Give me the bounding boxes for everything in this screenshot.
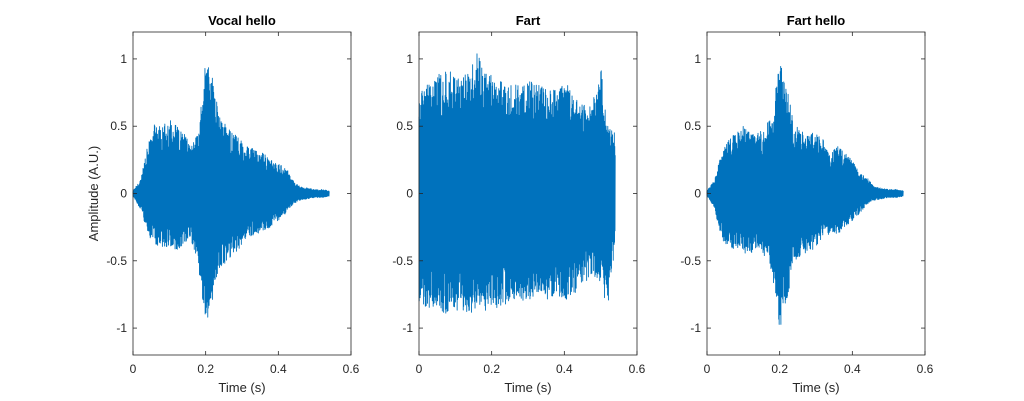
- x-tick-label: 0.4: [844, 362, 861, 376]
- y-tick-label: 1: [406, 52, 413, 66]
- x-tick-label: 0: [704, 362, 711, 376]
- panel-vocal-hello: Vocal hello 0 0.2 0.4 0.6 1 0.5 0 -0.5 -1 Time (…: [86, 13, 360, 395]
- y-tick-label: 0: [694, 187, 701, 201]
- y-tick-label: -1: [116, 321, 127, 335]
- y-tick-label: 1: [694, 52, 701, 66]
- waveform-series: [418, 53, 616, 314]
- plot-area: 0 0.2 0.4 0.6 1 0.5 0 -0.5 -1: [106, 31, 360, 376]
- x-tick-label: 0.2: [771, 362, 788, 376]
- x-tick-label: 0: [130, 362, 137, 376]
- x-tick-label: 0: [416, 362, 423, 376]
- y-tick-label: -1: [690, 321, 701, 335]
- panel-fart-hello: Fart hello 0 0.2 0.4 0.6 1 0.5 0 -0.5 -1 Time (s…: [680, 13, 933, 395]
- x-tick-label: 0.6: [917, 362, 934, 376]
- x-axis-label: Time (s): [504, 380, 551, 395]
- y-tick-label: 0.5: [396, 119, 413, 133]
- x-tick-label: 0.6: [343, 362, 360, 376]
- y-tick-label: 0.5: [684, 119, 701, 133]
- plot-area: 0 0.2 0.4 0.6 1 0.5 0 -0.5 -1: [680, 31, 934, 376]
- y-tick-label: -1: [402, 321, 413, 335]
- x-axis-label: Time (s): [218, 380, 265, 395]
- x-tick-label: 0.2: [483, 362, 500, 376]
- y-tick-label: -0.5: [392, 254, 413, 268]
- waveform-series: [706, 66, 904, 325]
- x-tick-label: 0.6: [629, 362, 646, 376]
- waveform-series: [132, 67, 330, 318]
- x-tick-label: 0.4: [556, 362, 573, 376]
- x-tick-label: 0.4: [270, 362, 287, 376]
- y-tick-label: -0.5: [680, 254, 701, 268]
- panel-title: Fart: [516, 13, 541, 28]
- y-tick-label: -0.5: [106, 254, 127, 268]
- y-tick-label: 0: [406, 187, 413, 201]
- panel-title: Vocal hello: [208, 13, 276, 28]
- panel-title: Fart hello: [787, 13, 846, 28]
- y-tick-label: 1: [120, 52, 127, 66]
- x-tick-label: 0.2: [197, 362, 214, 376]
- y-axis-label: Amplitude (A.U.): [86, 146, 101, 241]
- x-axis-label: Time (s): [792, 380, 839, 395]
- y-tick-label: 0.5: [110, 119, 127, 133]
- plot-area: 0 0.2 0.4 0.6 1 0.5 0 -0.5 -1: [392, 31, 646, 376]
- y-tick-label: 0: [120, 187, 127, 201]
- panel-fart: Fart 0 0.2 0.4 0.6 1 0.5 0 -0.5 -1 Time (s): [392, 13, 645, 395]
